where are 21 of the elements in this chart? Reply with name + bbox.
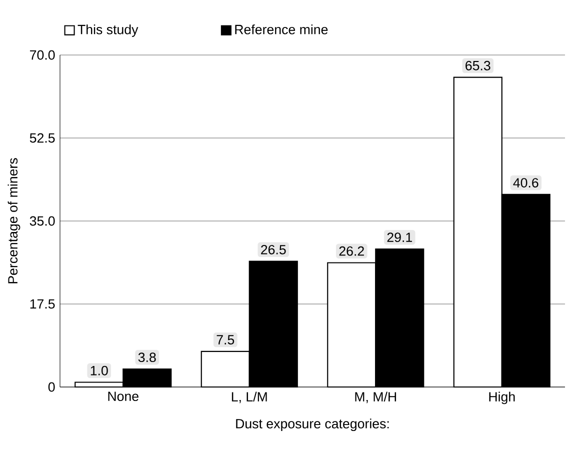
x-tick-label: None [108,392,138,402]
data-label: 1.0 [90,366,108,376]
x-tick-label: High [489,392,515,404]
legend-label: This study [78,24,138,37]
y-tick-label: 70.0 [30,50,55,60]
y-tick-label: 35.0 [30,216,55,226]
data-label: 65.3 [466,60,490,70]
x-tick-label: M, M/H [355,392,396,404]
data-label: 26.2 [339,246,364,256]
data-label: 3.8 [138,352,156,362]
data-label: 29.1 [387,232,412,242]
y-axis-title: Percentage of miners [8,158,20,284]
y-tick-label: 17.5 [30,299,55,309]
data-label: 26.5 [261,244,286,254]
y-tick-label: 0 [48,382,55,392]
data-label: 40.6 [513,178,538,188]
x-axis-title: Dust exposure categories: [236,418,389,432]
x-tick-label: L, L/M [232,392,267,404]
legend-label: Reference mine [235,24,328,34]
data-label: 7.5 [216,335,234,344]
y-tick-label: 52.5 [30,133,55,143]
